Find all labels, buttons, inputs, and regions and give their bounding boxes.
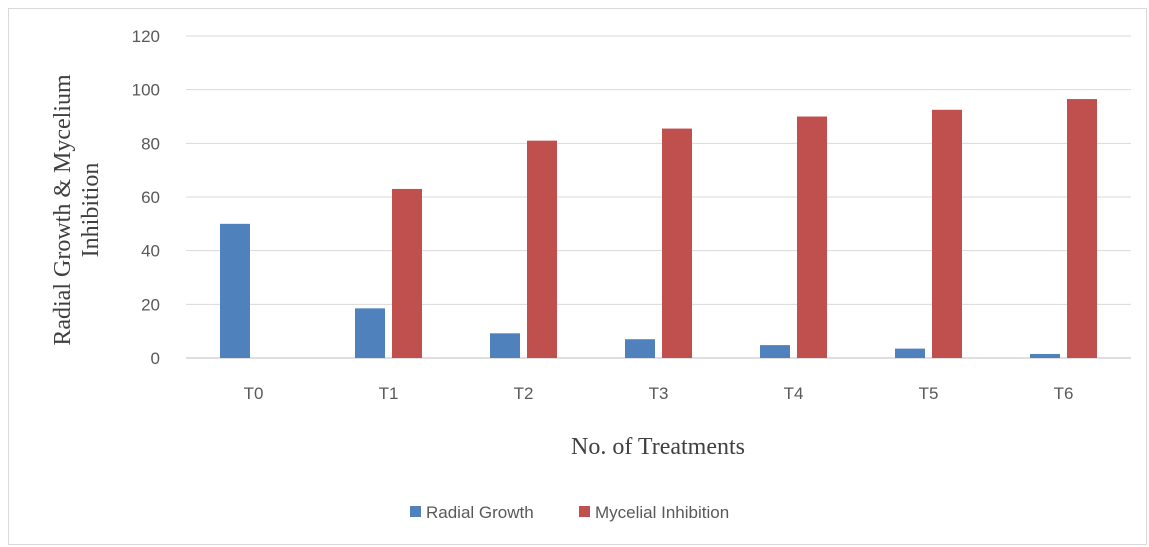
- y-tick-labels: 0 20 40 60 80 100 120: [132, 27, 160, 368]
- bar-mycelial-inhibition-t4: [797, 116, 827, 358]
- legend: Radial Growth Mycelial Inhibition: [410, 503, 729, 522]
- x-tick-labels: T0 T1 T2 T3 T4 T5 T6: [244, 384, 1074, 403]
- x-tick-label: T5: [919, 384, 939, 403]
- legend-label: Mycelial Inhibition: [595, 503, 729, 522]
- gridlines: [186, 35, 1131, 359]
- y-tick-label: 20: [141, 295, 160, 314]
- legend-swatch: [410, 506, 421, 517]
- bar-mycelial-inhibition-t5: [932, 109, 962, 359]
- y-tick-label: 40: [141, 242, 160, 261]
- bar-radial-growth-t4: [760, 345, 790, 358]
- bar-radial-growth-t6: [1030, 353, 1060, 358]
- bar-radial-growth-t0: [220, 223, 250, 358]
- y-tick-label: 60: [141, 188, 160, 207]
- y-axis-title-line1: Radial Growth & Mycelium: [50, 74, 76, 346]
- y-tick-label: 80: [141, 134, 160, 153]
- x-tick-label: T3: [649, 384, 669, 403]
- legend-label: Radial Growth: [426, 503, 534, 522]
- bar-mycelial-inhibition-t1: [392, 188, 422, 358]
- y-tick-label: 0: [151, 349, 160, 368]
- x-tick-label: T0: [244, 384, 264, 403]
- bar-radial-growth-t1: [355, 308, 385, 358]
- bar-radial-growth-t5: [895, 348, 925, 358]
- bars: [220, 99, 1097, 359]
- y-tick-label: 120: [132, 27, 160, 46]
- bar-mycelial-inhibition-t3: [662, 128, 692, 358]
- y-axis-title-line2: Inhibition: [78, 163, 104, 258]
- x-tick-label: T1: [379, 384, 399, 403]
- x-tick-label: T6: [1054, 384, 1074, 403]
- y-tick-label: 100: [132, 81, 160, 100]
- bar-mycelial-inhibition-t6: [1067, 99, 1097, 358]
- legend-swatch: [579, 506, 590, 517]
- x-axis-title: No. of Treatments: [571, 434, 745, 460]
- bar-radial-growth-t3: [625, 339, 655, 358]
- bar-mycelial-inhibition-t2: [527, 140, 557, 358]
- bar-radial-growth-t2: [490, 333, 520, 358]
- x-tick-label: T2: [514, 384, 534, 403]
- x-tick-label: T4: [784, 384, 804, 403]
